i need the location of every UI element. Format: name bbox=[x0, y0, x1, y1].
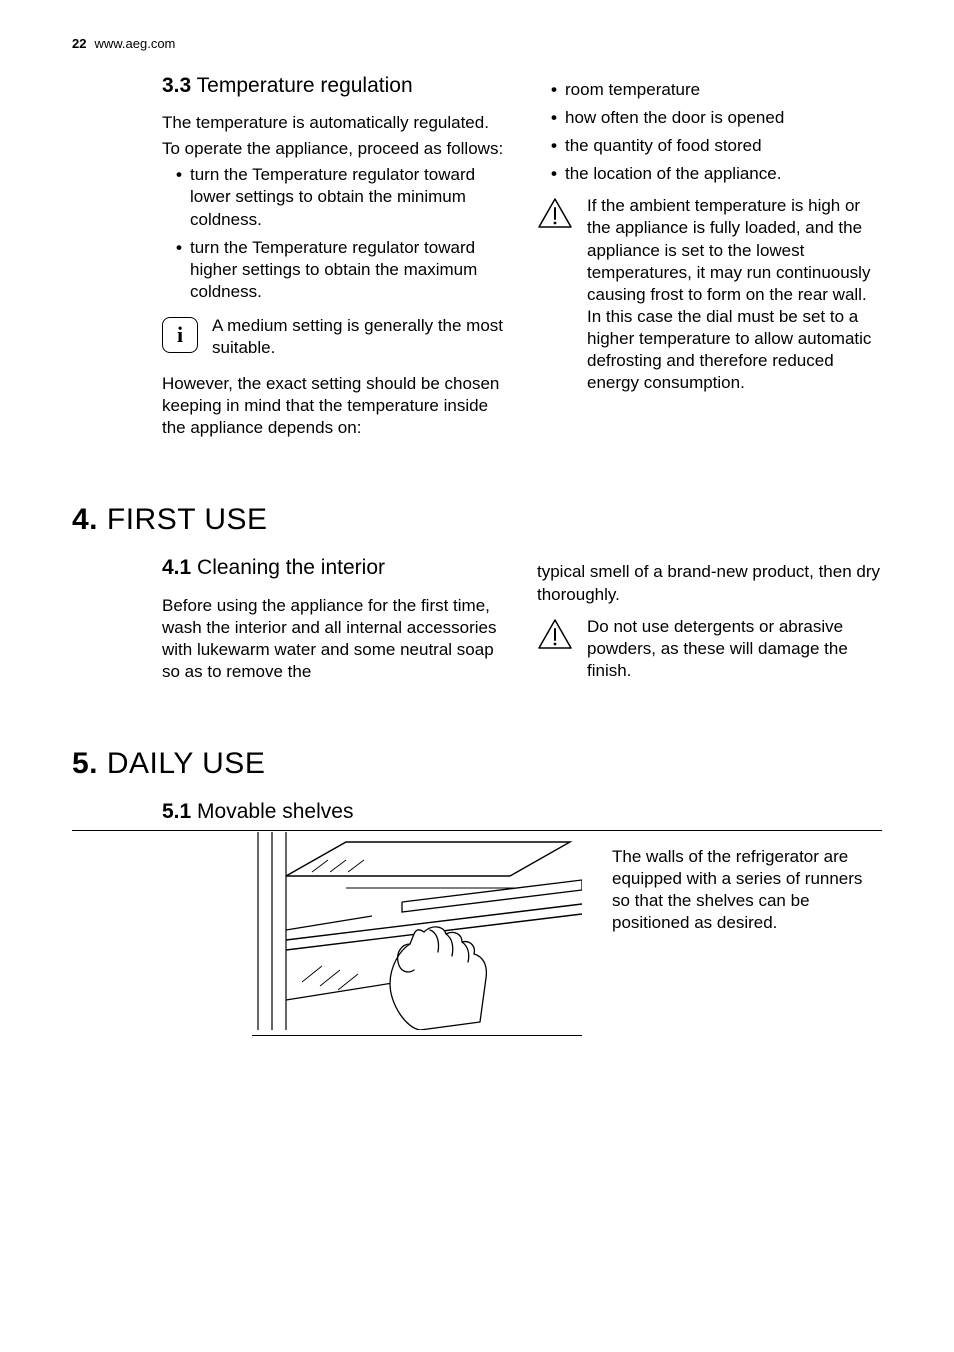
para-3-3-1: The temperature is automatically regulat… bbox=[162, 112, 507, 134]
para-5-1: The walls of the refrigerator are equipp… bbox=[612, 846, 882, 934]
section-4-1-right-col: typical smell of a brand-new product, th… bbox=[537, 555, 882, 687]
warning-4-1: Do not use detergents or abrasive powder… bbox=[537, 616, 882, 682]
bullets-3-3-left: turn the Temperature regulator toward lo… bbox=[162, 164, 507, 303]
heading-5-1: 5.1 Movable shelves bbox=[162, 799, 882, 824]
list-item: the quantity of food stored bbox=[537, 135, 882, 157]
info-note-3-3: i A medium setting is generally the most… bbox=[162, 315, 507, 359]
heading-5: 5. DAILY USE bbox=[72, 747, 882, 781]
warning-text: If the ambient temperature is high or th… bbox=[587, 195, 882, 394]
para-4-1-right: typical smell of a brand-new product, th… bbox=[537, 561, 882, 605]
page-number: 22 bbox=[72, 36, 86, 51]
section-3-3-left-col: 3.3 Temperature regulation The temperatu… bbox=[72, 73, 507, 443]
shelves-illustration bbox=[252, 832, 582, 1030]
heading-4-1: 4.1 Cleaning the interior bbox=[162, 555, 507, 580]
section-5-1-text: The walls of the refrigerator are equipp… bbox=[612, 832, 882, 1036]
para-4-1-left: Before using the appliance for the first… bbox=[162, 595, 507, 683]
list-item: turn the Temperature regulator toward lo… bbox=[162, 164, 507, 230]
figure-movable-shelves bbox=[252, 832, 582, 1036]
section-4-1-body: 4.1 Cleaning the interior Before using t… bbox=[72, 555, 882, 687]
info-icon: i bbox=[162, 317, 198, 353]
list-item: room temperature bbox=[537, 79, 882, 101]
warning-triangle-icon bbox=[537, 197, 573, 229]
section-3-3-body: 3.3 Temperature regulation The temperatu… bbox=[72, 73, 882, 443]
para-3-3-3: However, the exact setting should be cho… bbox=[162, 373, 507, 439]
horizontal-rule-full bbox=[72, 830, 882, 831]
section-3-3-right-col: room temperature how often the door is o… bbox=[537, 73, 882, 443]
section-5-1-body: The walls of the refrigerator are equipp… bbox=[162, 832, 882, 1036]
list-item: turn the Temperature regulator toward hi… bbox=[162, 237, 507, 303]
warning-3-3: If the ambient temperature is high or th… bbox=[537, 195, 882, 394]
heading-3-3: 3.3 Temperature regulation bbox=[162, 73, 507, 98]
site-url: www.aeg.com bbox=[94, 36, 175, 51]
bullets-3-3-right: room temperature how often the door is o… bbox=[537, 79, 882, 185]
warning-text: Do not use detergents or abrasive powder… bbox=[587, 616, 882, 682]
info-text: A medium setting is generally the most s… bbox=[212, 315, 507, 359]
page-header: 22 www.aeg.com bbox=[72, 36, 882, 51]
section-5-1-wrap: 5.1 Movable shelves bbox=[72, 799, 882, 824]
list-item: the location of the appliance. bbox=[537, 163, 882, 185]
para-3-3-2: To operate the appliance, proceed as fol… bbox=[162, 138, 507, 160]
list-item: how often the door is opened bbox=[537, 107, 882, 129]
section-4-1-left-col: 4.1 Cleaning the interior Before using t… bbox=[72, 555, 507, 687]
heading-4: 4. FIRST USE bbox=[72, 503, 882, 537]
warning-triangle-icon bbox=[537, 618, 573, 650]
